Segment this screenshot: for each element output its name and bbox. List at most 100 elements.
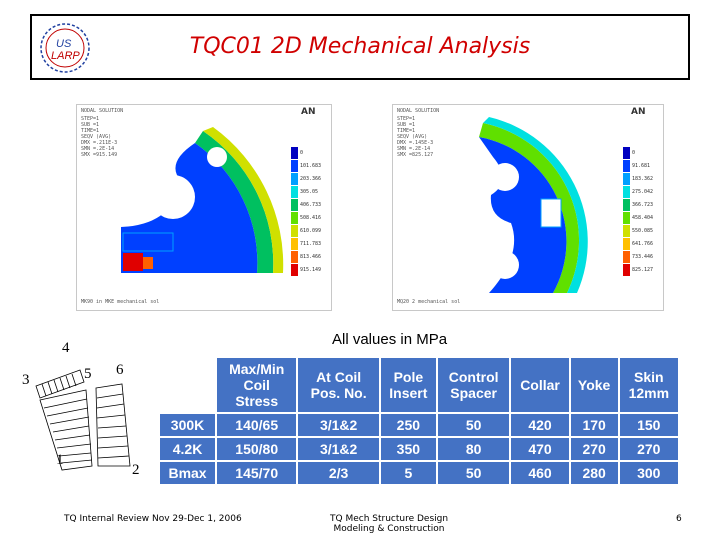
- header-line: At Coil: [316, 369, 362, 385]
- table-cell: 350: [378, 436, 438, 462]
- legend-value: 406.733: [300, 202, 322, 208]
- units-note: All values in MPa: [332, 331, 448, 348]
- plot-header: NODAL SOLUTION: [81, 108, 124, 114]
- us-larp-logo: US LARP: [40, 23, 90, 73]
- legend-swatch: [623, 238, 630, 250]
- header-line: Spacer: [450, 385, 497, 401]
- table-row: Bmax 145/70 2/3 5 50 460 280 300: [157, 460, 681, 486]
- plot-info-line: TIME=1: [397, 128, 416, 134]
- col-header-skin: Skin 12mm: [617, 356, 681, 414]
- slide-title: TQC01 2D Mechanical Analysis: [189, 34, 531, 59]
- coil-label-6: 6: [116, 362, 124, 378]
- logo-line2: LARP: [51, 50, 80, 62]
- table-cell: 270: [568, 436, 620, 462]
- table-cell: 270: [617, 436, 681, 462]
- header-line: Pole: [393, 369, 424, 385]
- legend-swatch: [623, 147, 630, 159]
- header-line: Max/Min: [229, 361, 285, 377]
- plot-caption: MQ20 2 mechanical sol: [397, 299, 461, 305]
- legend-value: 91.681: [632, 163, 651, 169]
- header-line: Stress: [235, 393, 279, 409]
- legend-value: 275.042: [632, 189, 654, 195]
- table-cell: 140/65: [215, 412, 299, 438]
- legend-value: 825.127: [632, 267, 654, 273]
- table-cell: 50: [435, 412, 512, 438]
- legend-swatch: [291, 173, 298, 185]
- table-cell: 250: [378, 412, 438, 438]
- header-line: Pos. No.: [310, 385, 367, 401]
- coil-label-4: 4: [62, 340, 70, 356]
- coil-block-diagram: 1 2 3 4 5 6: [22, 340, 140, 478]
- footer-topic: TQ Mech Structure Design Modeling & Cons…: [330, 514, 448, 534]
- table-row: 300K 140/65 3/1&2 250 50 420 170 150: [157, 412, 681, 438]
- footer-event: TQ Internal Review Nov 29-Dec 1, 2006: [64, 514, 242, 524]
- col-header-yoke: Yoke: [568, 356, 620, 414]
- legend-value: 203.366: [300, 176, 322, 182]
- table-cell: 280: [568, 460, 620, 486]
- legend-swatch: [291, 199, 298, 211]
- plot-info-line: SUB =1: [81, 122, 100, 128]
- table-cell: 150/80: [215, 436, 299, 462]
- header-line: Collar: [520, 377, 560, 393]
- legend-swatch: [623, 264, 630, 276]
- logo-line1: US: [56, 38, 72, 50]
- legend-swatch: [291, 212, 298, 224]
- legend-swatch: [291, 251, 298, 263]
- legend-right: 0 91.681 183.362 275.042 366.723 458.404 550.0…: [623, 147, 661, 277]
- fea-plot-left: NODAL SOLUTION STEP=1 SUB =1 TIME=1 SEQV…: [76, 104, 332, 311]
- ansys-logo: AN: [631, 107, 646, 117]
- table-cell: 5: [378, 460, 438, 486]
- plot-caption: MK90 in MKE mechanical sol: [81, 299, 160, 305]
- table-cell: 50: [435, 460, 512, 486]
- header-line: Skin: [634, 369, 664, 385]
- coil-block-right: [95, 383, 131, 467]
- legend-value: 733.446: [632, 254, 654, 260]
- plot-info-line: STEP=1: [397, 116, 416, 122]
- coil-block-outer: [35, 369, 85, 399]
- legend-value: 366.723: [632, 202, 654, 208]
- table-cell: 2/3: [296, 460, 381, 486]
- col-header-collar: Collar: [509, 356, 571, 414]
- legend-swatch: [291, 264, 298, 276]
- title-box: TQC01 2D Mechanical Analysis: [30, 14, 690, 80]
- plot-info-line: STEP=1: [81, 116, 100, 122]
- legend-swatch: [291, 186, 298, 198]
- coil-label-3: 3: [22, 372, 30, 388]
- legend-value: 550.085: [632, 228, 654, 234]
- stress-contour-left: [121, 127, 284, 273]
- coil-label-1: 1: [56, 452, 64, 468]
- legend-swatch: [291, 238, 298, 250]
- legend-value: 610.099: [300, 228, 322, 234]
- page-number: 6: [676, 514, 682, 524]
- table-cell: 3/1&2: [296, 436, 381, 462]
- plot-info-line: SMN =.2E-14: [397, 146, 431, 152]
- header-line: Control: [448, 369, 499, 385]
- table-cell: 145/70: [215, 460, 299, 486]
- row-label: 300K: [157, 412, 218, 438]
- legend-swatch: [623, 212, 630, 224]
- col-header-position: At Coil Pos. No.: [296, 356, 381, 414]
- legend-swatch: [623, 173, 630, 185]
- coil-label-5: 5: [84, 366, 92, 382]
- plot-info-line: SMN =.2E-14: [81, 146, 115, 152]
- footer-topic-line2: Modeling & Construction: [333, 524, 445, 534]
- legend-swatch: [291, 225, 298, 237]
- row-label: Bmax: [157, 460, 218, 486]
- legend-value: 813.466: [300, 254, 322, 260]
- plot-info-line: SUB =1: [397, 122, 416, 128]
- legend-swatch: [623, 199, 630, 211]
- legend-value: 183.362: [632, 176, 654, 182]
- ansys-logo: AN: [301, 107, 316, 117]
- plot-info-line: SEQV (AVG): [81, 134, 112, 140]
- legend-swatch: [291, 160, 298, 172]
- plot-info-line: DMX =.211E-3: [81, 140, 118, 146]
- table-corner: [157, 356, 218, 414]
- table-cell: 80: [435, 436, 512, 462]
- header-line: Insert: [389, 385, 428, 401]
- legend-left: 0 101.683 203.366 305.05 406.733 508.416 610.0…: [291, 147, 329, 277]
- table-cell: 460: [509, 460, 571, 486]
- fea-plot-right: NODAL SOLUTION STEP=1 SUB =1 TIME=1 SEQV…: [392, 104, 664, 311]
- col-header-pole-insert: Pole Insert: [378, 356, 438, 414]
- table-cell: 150: [617, 412, 681, 438]
- coil-label-2: 2: [132, 462, 140, 478]
